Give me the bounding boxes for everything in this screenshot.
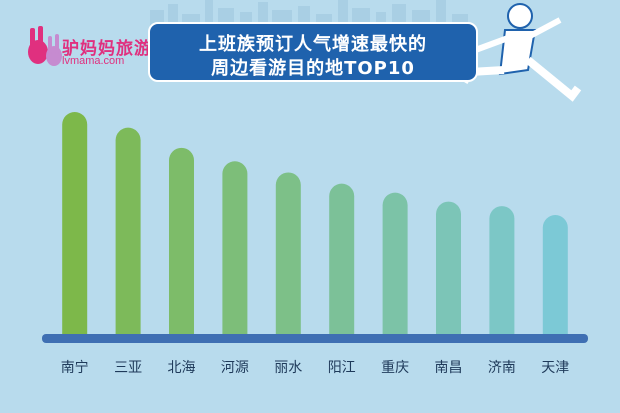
bar-1 xyxy=(115,127,141,337)
x-axis-line xyxy=(42,334,588,343)
bar-7 xyxy=(436,201,461,336)
bars-group xyxy=(62,112,568,337)
chart-title-line-1: 上班族预订人气增速最快的 xyxy=(199,34,427,55)
category-label: 济南 xyxy=(487,360,516,376)
bar-2 xyxy=(169,147,194,336)
rabbit-logo-icon xyxy=(28,26,62,66)
chart-title-line-2: 周边看游目的地TOP10 xyxy=(211,58,415,79)
bar-8 xyxy=(489,206,515,336)
bar-0 xyxy=(62,112,88,336)
bar-4 xyxy=(275,172,301,336)
category-label: 天津 xyxy=(541,360,570,376)
bar-9 xyxy=(542,215,568,336)
category-label: 河源 xyxy=(220,360,249,376)
category-label: 三亚 xyxy=(114,360,143,376)
category-label: 北海 xyxy=(167,360,196,376)
bar-5 xyxy=(329,183,355,336)
category-label: 南昌 xyxy=(434,360,463,376)
category-label: 重庆 xyxy=(381,360,410,376)
category-label: 阳江 xyxy=(327,360,356,376)
chart-title-box: 上班族预订人气增速最快的 周边看游目的地TOP10 xyxy=(148,22,478,82)
category-label: 丽水 xyxy=(274,360,303,376)
brand-url: lvmama.com xyxy=(62,55,125,67)
bar-3 xyxy=(222,161,248,336)
runner-illustration xyxy=(460,3,582,102)
category-label: 南宁 xyxy=(60,360,89,376)
brand-name: 驴妈妈旅游 xyxy=(62,39,152,59)
bar-6 xyxy=(382,192,408,336)
